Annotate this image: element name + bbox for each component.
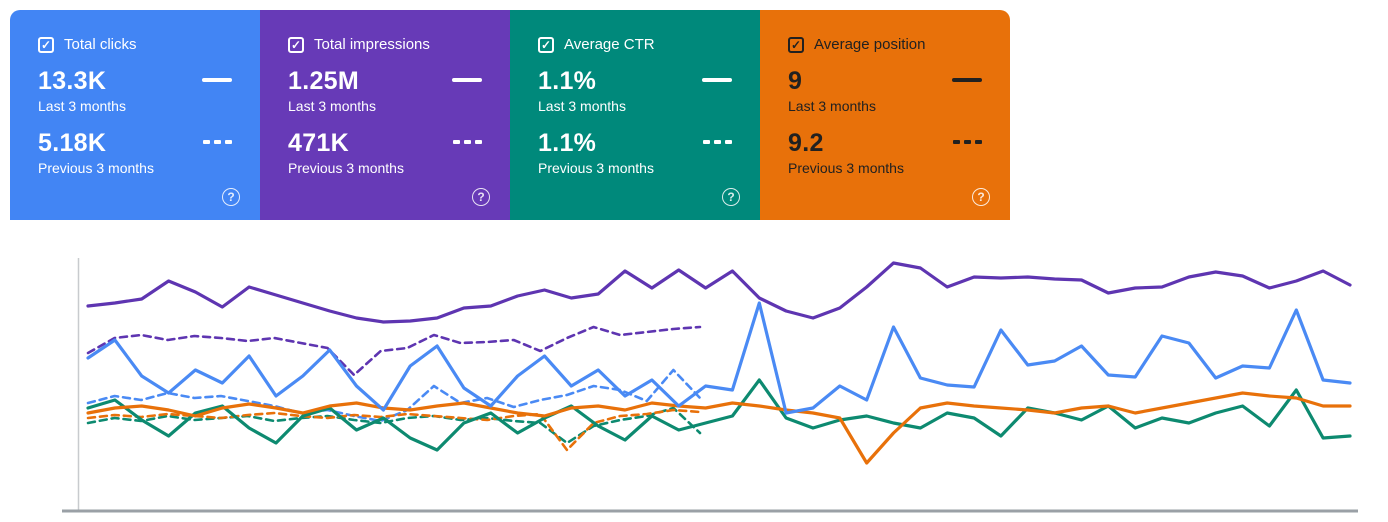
series-line-impressions-previous bbox=[86, 325, 702, 377]
dashed-line-icon bbox=[203, 140, 232, 178]
previous-metric: 5.18K Previous 3 months bbox=[38, 129, 232, 178]
current-period: Last 3 months bbox=[538, 98, 626, 114]
previous-metric: 471K Previous 3 months bbox=[288, 129, 482, 178]
current-value: 13.3K bbox=[38, 67, 107, 95]
metric-cards: Total clicks 13.3K Last 3 months 5.18K P… bbox=[10, 10, 1010, 220]
solid-line-icon bbox=[452, 78, 482, 82]
previous-period: Previous 3 months bbox=[38, 160, 154, 176]
previous-metric: 9.2 Previous 3 months bbox=[788, 129, 982, 178]
card-head: Total clicks bbox=[38, 36, 232, 54]
performance-line-chart[interactable] bbox=[62, 258, 1388, 520]
checkbox-checked-icon[interactable] bbox=[538, 37, 554, 53]
solid-line-icon bbox=[702, 78, 732, 82]
previous-period: Previous 3 months bbox=[788, 160, 904, 176]
current-metric: 1.25M Last 3 months bbox=[288, 67, 482, 116]
metric-card-average-ctr[interactable]: Average CTR 1.1% Last 3 months 1.1% Prev… bbox=[510, 10, 760, 220]
previous-period: Previous 3 months bbox=[288, 160, 404, 176]
card-label: Total clicks bbox=[64, 36, 137, 53]
current-metric: 1.1% Last 3 months bbox=[538, 67, 732, 116]
metric-card-average-position[interactable]: Average position 9 Last 3 months 9.2 Pre… bbox=[760, 10, 1010, 220]
previous-metric: 1.1% Previous 3 months bbox=[538, 129, 732, 178]
series-line-position-current bbox=[86, 391, 1352, 465]
metric-card-total-impressions[interactable]: Total impressions 1.25M Last 3 months 47… bbox=[260, 10, 510, 220]
dashed-line-icon bbox=[703, 140, 732, 178]
previous-value: 1.1% bbox=[538, 129, 597, 157]
metric-card-total-clicks[interactable]: Total clicks 13.3K Last 3 months 5.18K P… bbox=[10, 10, 260, 220]
help-icon[interactable] bbox=[472, 188, 490, 206]
previous-value: 471K bbox=[288, 129, 349, 157]
card-head: Average position bbox=[788, 36, 982, 54]
solid-line-icon bbox=[952, 78, 982, 82]
card-head: Average CTR bbox=[538, 36, 732, 54]
help-icon[interactable] bbox=[972, 188, 990, 206]
current-period: Last 3 months bbox=[38, 98, 126, 114]
help-icon[interactable] bbox=[722, 188, 740, 206]
checkbox-checked-icon[interactable] bbox=[288, 37, 304, 53]
card-label: Total impressions bbox=[314, 36, 430, 53]
current-value: 1.25M bbox=[288, 67, 359, 95]
checkbox-checked-icon[interactable] bbox=[38, 37, 54, 53]
checkbox-checked-icon[interactable] bbox=[788, 37, 804, 53]
current-metric: 13.3K Last 3 months bbox=[38, 67, 232, 116]
current-period: Last 3 months bbox=[288, 98, 376, 114]
card-label: Average position bbox=[814, 36, 926, 53]
series-line-clicks-current bbox=[86, 301, 1352, 415]
current-period: Last 3 months bbox=[788, 98, 876, 114]
current-metric: 9 Last 3 months bbox=[788, 67, 982, 116]
dashed-line-icon bbox=[953, 140, 982, 178]
previous-value: 9.2 bbox=[788, 129, 824, 157]
current-value: 1.1% bbox=[538, 67, 597, 95]
help-icon[interactable] bbox=[222, 188, 240, 206]
dashed-line-icon bbox=[453, 140, 482, 178]
card-label: Average CTR bbox=[564, 36, 655, 53]
series-line-ctr-current bbox=[86, 378, 1352, 452]
previous-period: Previous 3 months bbox=[538, 160, 654, 176]
series-line-impressions-current bbox=[86, 261, 1352, 324]
previous-value: 5.18K bbox=[38, 129, 107, 157]
card-head: Total impressions bbox=[288, 36, 482, 54]
current-value: 9 bbox=[788, 67, 803, 95]
solid-line-icon bbox=[202, 78, 232, 82]
